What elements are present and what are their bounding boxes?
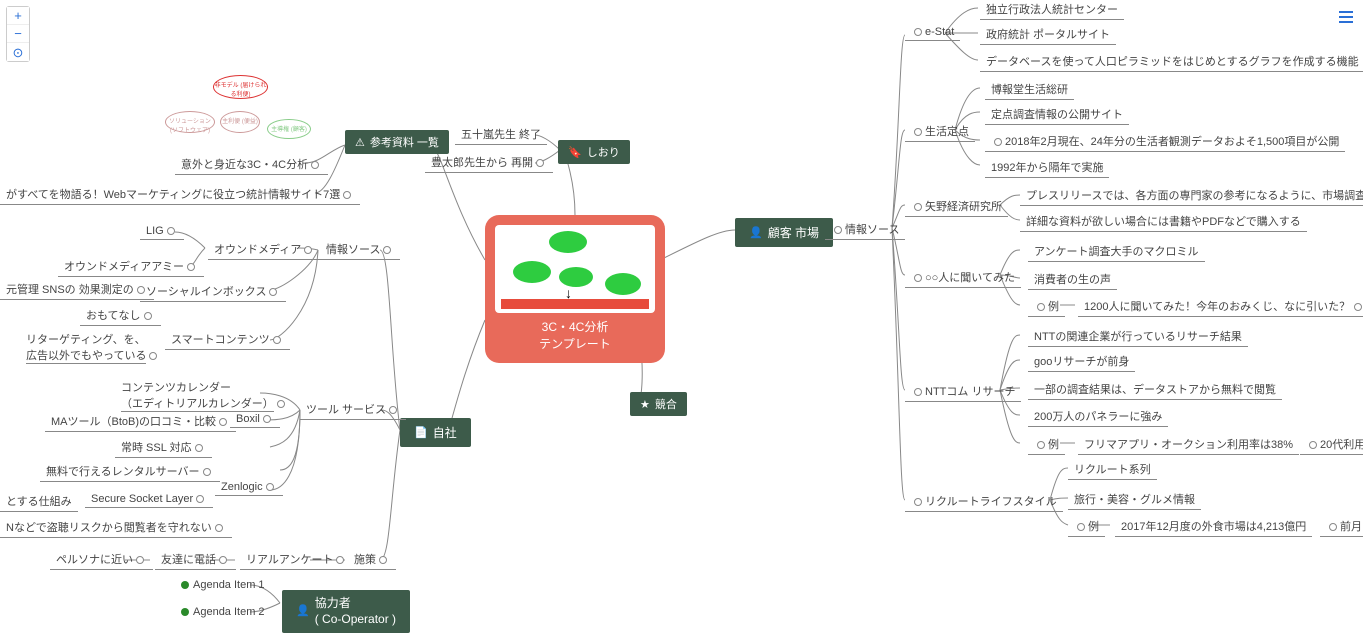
person-icon: 👤 <box>749 226 763 239</box>
topic-customer-label: 顧客 市場 <box>768 224 819 241</box>
topic-self[interactable]: 📄 自社 <box>400 418 471 447</box>
node-owned-ami[interactable]: オウンドメディアアミー <box>58 257 204 277</box>
node-ma[interactable]: MAツール（BtoB)の口コミ・比較 <box>45 412 236 432</box>
node-ntt-c2[interactable]: gooリサーチが前身 <box>1028 352 1135 372</box>
zoom-out-button[interactable]: − <box>7 25 29 43</box>
mini-diagram: 非モデル (届けられる利便) ソリューション (ソフトウェア) 主利便 (便益)… <box>165 75 315 145</box>
warning-icon: ⚠ <box>355 136 365 149</box>
star-icon: ★ <box>640 398 650 411</box>
node-seikatsu-c1[interactable]: 博報堂生活総研 <box>985 80 1074 100</box>
node-hito-rei[interactable]: 例 <box>1028 297 1065 317</box>
topic-bookmark[interactable]: 🔖 しおり <box>558 140 630 164</box>
node-recruit-c2b[interactable]: 前月比+ <box>1320 517 1363 537</box>
node-recruit-k[interactable]: リクルート系列 <box>1068 460 1157 480</box>
node-ntt-c3[interactable]: 一部の調査結果は、データストアから無料で閲覧 <box>1028 380 1282 400</box>
node-hito-c3[interactable]: 1200人に聞いてみた！今年のおみくじ、なに引いた？ <box>1078 297 1356 317</box>
node-shikumi[interactable]: とする仕組み <box>0 492 78 512</box>
node-r-joho[interactable]: 情報ソース <box>825 220 905 240</box>
node-shisaku[interactable]: 施策 <box>348 550 396 570</box>
node-estat[interactable]: e-Stat <box>905 25 960 41</box>
bookmark-icon: 🔖 <box>568 146 582 159</box>
node-ntt[interactable]: NTTコム リサーチ <box>905 382 1021 402</box>
node-bm-1[interactable]: 五十嵐先生 終了 <box>455 125 547 145</box>
topic-references-label: 参考資料 一覧 <box>370 134 439 150</box>
node-ntt-c4[interactable]: 200万人のパネラーに強み <box>1028 407 1168 427</box>
topic-customer[interactable]: 👤 顧客 市場 <box>735 218 833 247</box>
topic-cooperator[interactable]: 👤 協力者 ( Co-Operator ) <box>282 590 410 633</box>
node-persona[interactable]: ペルソナに近い <box>50 550 153 570</box>
node-bm-2[interactable]: 豊太郎先生から 再開 <box>425 153 553 173</box>
node-agenda2[interactable]: Agenda Item 2 <box>175 605 271 620</box>
node-joho[interactable]: 情報ソース <box>320 240 400 260</box>
node-seikatsu[interactable]: 生活定点 <box>905 122 975 142</box>
node-ref-2[interactable]: がすべてを物語る！Webマーケティングに役立つ統計情報サイト7選 <box>0 185 360 205</box>
node-real[interactable]: リアルアンケート <box>240 550 353 570</box>
node-hito[interactable]: ○○人に聞いてみた <box>905 268 1021 288</box>
node-owned[interactable]: オウンドメディア <box>208 240 321 260</box>
mini-oval-top: 非モデル (届けられる利便) <box>213 75 268 99</box>
node-ntt-c1[interactable]: NTTの関連企業が行っているリサーチ結果 <box>1028 327 1248 347</box>
central-title: 3C・4C分析 テンプレート <box>495 319 655 353</box>
node-recruit-rei[interactable]: 例 <box>1068 517 1105 537</box>
node-content-cal[interactable]: コンテンツカレンダー （エディトリアルカレンダー） <box>115 378 294 413</box>
document-icon: 📄 <box>414 426 428 439</box>
node-hito-c1[interactable]: アンケート調査大手のマクロミル <box>1028 242 1205 262</box>
node-hito-c3b[interactable]: 大 <box>1345 297 1363 317</box>
node-ntt-rei[interactable]: 例 <box>1028 435 1065 455</box>
node-risk[interactable]: Nなどで盗聴リスクから閲覧者を守れない <box>0 518 232 538</box>
node-recruit-c2[interactable]: 2017年12月度の外食市場は4,213億円 <box>1115 517 1312 537</box>
node-sns[interactable]: 元管理 SNSの 効果測定の <box>0 280 154 300</box>
node-estat-c3[interactable]: データベースを使って人口ピラミッドをはじめとするグラフを作成する機能 <box>980 52 1363 72</box>
node-yano-c1[interactable]: プレスリリースでは、各方面の専門家の参考になるように、市場調査結果の <box>1020 186 1363 206</box>
mini-oval-left: ソリューション (ソフトウェア) <box>165 111 215 133</box>
dot-icon <box>181 581 189 589</box>
node-seikatsu-c3[interactable]: 2018年2月現在、24年分の生活者観測データおよそ1,500項目が公開 <box>985 132 1345 152</box>
topic-rival-label: 競合 <box>655 396 677 412</box>
topic-rival[interactable]: ★ 競合 <box>630 392 687 416</box>
node-ssl-layer[interactable]: Secure Socket Layer <box>85 492 213 508</box>
topic-self-label: 自社 <box>433 424 457 441</box>
zoom-reset-button[interactable]: ⊙ <box>7 43 29 61</box>
node-friends[interactable]: 友達に電話 <box>155 550 236 570</box>
person-icon: 👤 <box>296 604 310 618</box>
topic-bookmark-label: しおり <box>587 144 620 160</box>
node-recruit-c1[interactable]: 旅行・美容・グルメ情報 <box>1068 490 1201 510</box>
node-estat-c1[interactable]: 独立行政法人統計センター <box>980 0 1124 20</box>
node-ntt-c5b[interactable]: 20代利用が半 <box>1300 435 1363 455</box>
node-recruit[interactable]: リクルートライフスタイル <box>905 492 1063 512</box>
node-zenlogic[interactable]: Zenlogic <box>215 480 283 496</box>
mini-oval-right: 主導権 (顧客) <box>267 119 311 139</box>
dot-icon <box>181 608 189 616</box>
node-agenda1[interactable]: Agenda Item 1 <box>175 578 271 593</box>
topic-cooperator-label: 協力者 ( Co-Operator ) <box>315 596 396 627</box>
node-yano-c2[interactable]: 詳細な資料が欲しい場合には書籍やPDFなどで購入する <box>1020 212 1307 232</box>
node-hito-c2[interactable]: 消費者の生の声 <box>1028 270 1117 290</box>
node-ssl[interactable]: 常時 SSL 対応 <box>115 438 212 458</box>
node-social[interactable]: ソーシャルインボックス <box>140 282 286 302</box>
zoom-in-button[interactable]: + <box>7 7 29 25</box>
topic-references[interactable]: ⚠ 参考資料 一覧 <box>345 130 449 154</box>
zoom-controls: + − ⊙ <box>6 6 30 62</box>
node-omotenashi[interactable]: おもてなし <box>80 306 161 326</box>
mindmap-canvas[interactable]: 非モデル (届けられる利便) ソリューション (ソフトウェア) 主利便 (便益)… <box>0 0 1363 619</box>
node-ref-1[interactable]: 意外と身近な3C・4C分析 <box>175 155 328 175</box>
node-yano[interactable]: 矢野経済研究所 <box>905 197 1008 217</box>
node-seikatsu-c4[interactable]: 1992年から隔年で実施 <box>985 158 1109 178</box>
node-smart[interactable]: スマートコンテンツ <box>165 330 290 350</box>
central-thumbnail: ↓ <box>495 225 655 313</box>
node-boxil[interactable]: Boxil <box>230 412 280 428</box>
mini-oval-mid: 主利便 (便益) <box>220 111 260 133</box>
node-ntt-c5[interactable]: フリマアプリ・オークション利用率は38% <box>1078 435 1299 455</box>
node-seikatsu-c2[interactable]: 定点調査情報の公開サイト <box>985 105 1129 125</box>
node-rental[interactable]: 無料で行えるレンタルサーバー <box>40 462 220 482</box>
node-retarget[interactable]: リターゲティング、を、 広告以外でもやっている <box>20 330 166 365</box>
menu-icon[interactable] <box>1335 6 1357 28</box>
node-lig[interactable]: LIG <box>140 224 184 240</box>
central-node[interactable]: ↓ 3C・4C分析 テンプレート <box>485 215 665 363</box>
node-estat-c2[interactable]: 政府統計 ポータルサイト <box>980 25 1116 45</box>
node-tool[interactable]: ツール サービス <box>300 400 406 420</box>
